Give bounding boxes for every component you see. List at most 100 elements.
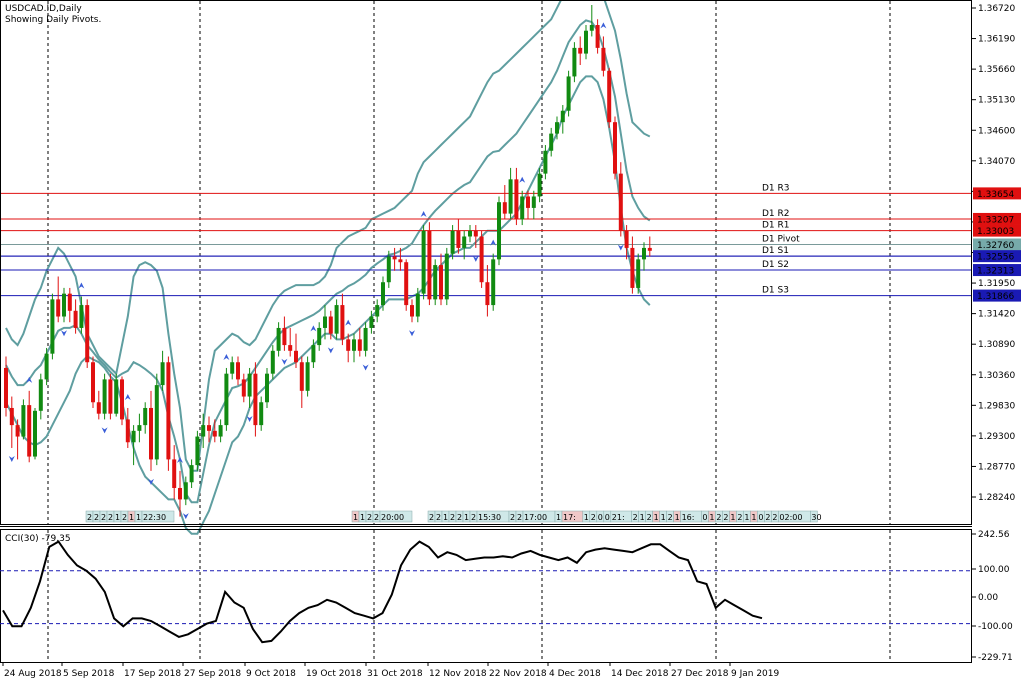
price-tag-bg-1 [973, 212, 1021, 225]
candle-body-0 [4, 367, 8, 408]
candle-body-56 [328, 316, 333, 334]
cci-panel[interactable] [0, 530, 972, 662]
fractal-down-arrow-1 [61, 330, 67, 337]
candle-body-64 [375, 305, 380, 317]
cci-tick-label-1: 100.00 [978, 565, 1010, 575]
candle-body-108 [630, 247, 635, 288]
session-c-label-13: 1 [584, 513, 589, 522]
session-c-label-18: 2 [633, 513, 638, 522]
price-tag-bg-0 [973, 187, 1021, 200]
candle-body-58 [340, 305, 345, 340]
session-a-label-1: 2 [94, 513, 99, 522]
fractal-down-arrow-0 [8, 455, 15, 462]
price-tick-label-9: 1.31950 [978, 279, 1015, 289]
candle-body-63 [369, 316, 374, 328]
fractal-up-arrow-2 [124, 393, 131, 400]
session-c-label-31: 2 [737, 513, 742, 522]
price-tick-label-2: 1.35660 [978, 65, 1015, 75]
candle-body-35 [207, 425, 211, 431]
session-a-label-5: 2 [122, 513, 127, 522]
candle-body-17 [102, 379, 107, 414]
candle-body-8 [50, 299, 55, 354]
candle-body-34 [201, 425, 206, 437]
bollinger-bands [5, 0, 651, 535]
candle-body-72 [421, 230, 426, 294]
candle-body-94 [549, 133, 554, 151]
session-a-label-6: 1 [129, 513, 134, 522]
session-b-label-0: 1 [353, 513, 358, 522]
session-c-label-5: 1 [464, 513, 469, 522]
price-tick-label-10: 1.31420 [978, 310, 1015, 320]
candle-body-25 [149, 407, 153, 460]
time-label-7: 12 Nov 2018 [429, 669, 487, 679]
candle-body-96 [560, 110, 565, 123]
session-c-label-25: 16: [682, 513, 695, 522]
time-label-9: 4 Dec 2018 [549, 669, 601, 679]
session-c-label-30: 1 [730, 513, 735, 522]
candle-body-23 [137, 425, 142, 431]
candle-body-74 [433, 265, 438, 300]
candle-body-18 [108, 379, 113, 414]
time-label-0: 24 Aug 2018 [4, 669, 62, 679]
session-a-label-4: 1 [115, 513, 120, 522]
symbol-title: USDCAD.ID,Daily [5, 4, 82, 14]
candle-body-3 [21, 405, 26, 437]
candle-body-70 [410, 305, 414, 317]
session-c-label-17: 21: [612, 513, 625, 522]
session-b-label-2: 2 [367, 513, 372, 522]
fractal-down-arrow-9 [409, 330, 415, 337]
candle-body-32 [189, 465, 194, 483]
candle-body-52 [305, 362, 310, 391]
candle-body-47 [276, 327, 281, 351]
pivot-label-6: D1 S2 [762, 260, 789, 270]
session-c-label-23: 2 [668, 513, 673, 522]
price-panel[interactable]: D1 R3 D1 R2 D1 R1 D1 Pivot D1 S1 D1 S2 D1 S3 2… [0, 0, 972, 535]
candle-body-77 [450, 230, 455, 254]
price-tick-label-3: 1.35130 [978, 96, 1015, 106]
price-tag-bg-4 [973, 250, 1021, 263]
session-c-label-0: 2 [429, 513, 434, 522]
pivot-label-7: D1 S3 [762, 286, 789, 296]
cci-tick-label-2: 0.00 [978, 593, 998, 603]
time-label-5: 19 Oct 2018 [306, 669, 362, 679]
time-label-4: 9 Oct 2018 [246, 669, 296, 679]
candle-body-104 [607, 70, 612, 123]
band-lower-line [5, 75, 651, 535]
candle-body-73 [427, 230, 432, 300]
session-c-label-9: 2 [517, 513, 522, 522]
candle-body-39 [230, 362, 235, 374]
candle-body-76 [444, 253, 449, 300]
pivot-label-3: D1 Pivot [762, 234, 800, 244]
session-c-label-3: 2 [450, 513, 455, 522]
candle-body-5 [33, 410, 37, 457]
candle-body-88 [514, 179, 519, 220]
cci-title: CCI(30) -79.35 [5, 534, 71, 544]
session-b-cell-4 [379, 510, 413, 523]
fractal-down-arrow-5 [246, 415, 253, 422]
fractal-down-arrow-4 [182, 513, 189, 520]
candle-body-102 [595, 25, 600, 48]
cci-panel-border [0, 529, 972, 663]
fractal-up-arrow-0 [26, 376, 33, 383]
time-label-8: 22 Nov 2018 [489, 669, 547, 679]
candles [4, 5, 652, 517]
price-tag-bg-6 [973, 264, 1021, 277]
candle-body-85 [497, 202, 501, 260]
candle-body-68 [398, 259, 403, 263]
price-tick-label-14: 1.29300 [978, 432, 1015, 442]
price-tag-4: 1.32556 [977, 253, 1014, 263]
candle-body-111 [647, 247, 652, 251]
session-c-label-16: 0 [605, 513, 610, 522]
candle-body-61 [357, 339, 362, 351]
candle-body-75 [439, 265, 443, 300]
candle-body-12 [73, 310, 78, 328]
session-c-cell-38 [810, 510, 818, 523]
candle-body-87 [508, 179, 513, 214]
candle-body-59 [346, 339, 351, 351]
session-b-label-3: 2 [374, 513, 379, 522]
price-tag-3: 1.32760 [977, 241, 1014, 251]
cci-tick-label-0: 242.56 [978, 530, 1010, 540]
candle-body-31 [183, 482, 188, 500]
price-tick-label-0: 1.36720 [978, 4, 1015, 14]
